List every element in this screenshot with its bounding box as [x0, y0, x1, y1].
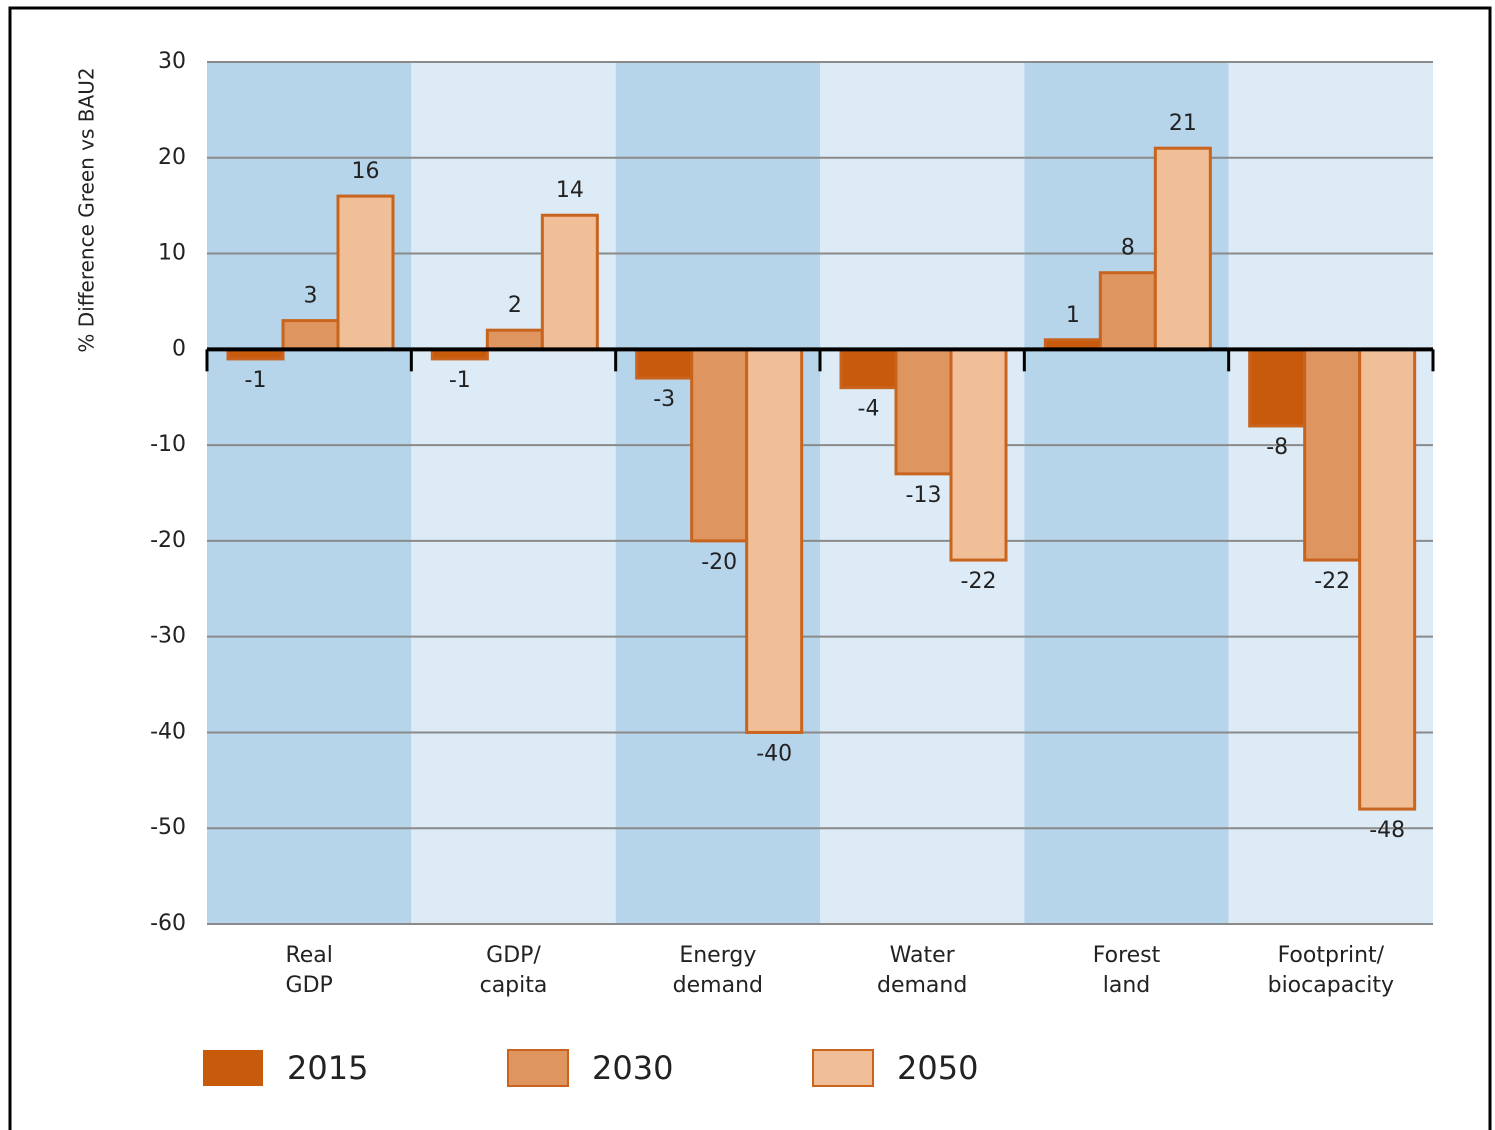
- value-label: -13: [906, 483, 942, 508]
- value-label: 1: [1066, 303, 1080, 328]
- x-tick-label: Footprint/: [1278, 943, 1385, 968]
- bar: [690, 347, 749, 543]
- frame: [8, 6, 1492, 1130]
- y-tick-label: -20: [150, 528, 186, 553]
- y-tick-label: -40: [150, 719, 186, 744]
- value-label: 2: [508, 293, 522, 318]
- bar: [949, 347, 1008, 562]
- bar: [1248, 347, 1307, 428]
- x-tick-label: land: [1103, 973, 1151, 998]
- y-tick-label: 20: [158, 145, 186, 170]
- bar: [485, 328, 544, 351]
- x-tick-label: demand: [877, 973, 967, 998]
- legend-label: 2015: [287, 1049, 368, 1087]
- value-label: 16: [352, 159, 380, 184]
- value-label: 21: [1169, 111, 1197, 136]
- value-label: -8: [1266, 435, 1288, 460]
- x-tick-label: Forest: [1093, 943, 1161, 968]
- legend-label: 2050: [897, 1049, 978, 1087]
- y-tick-label: -10: [150, 432, 186, 457]
- legend-label: 2030: [592, 1049, 673, 1087]
- legend-swatch: [812, 1049, 874, 1087]
- x-tick-label: Water: [890, 943, 956, 968]
- value-label: -40: [756, 741, 792, 766]
- bar: [1153, 146, 1212, 351]
- bar: [540, 213, 599, 351]
- y-tick-label: -60: [150, 911, 186, 936]
- x-tick-label: biocapacity: [1268, 973, 1394, 998]
- legend-swatch: [507, 1049, 569, 1087]
- value-label: -22: [1314, 569, 1350, 594]
- x-tick-label: demand: [673, 973, 763, 998]
- bar: [281, 319, 340, 351]
- value-label: 3: [304, 284, 318, 309]
- x-tick-label: GDP: [286, 973, 333, 998]
- value-label: -1: [245, 368, 267, 393]
- value-label: -4: [858, 397, 880, 422]
- y-tick-label: 10: [158, 241, 186, 266]
- bar: [894, 347, 953, 476]
- y-tick-label: -30: [150, 624, 186, 649]
- value-label: -48: [1369, 818, 1405, 843]
- bar: [1358, 347, 1417, 811]
- bar: [1303, 347, 1362, 562]
- y-tick-label: 30: [158, 49, 186, 74]
- value-label: -3: [653, 387, 675, 412]
- value-label: -1: [449, 368, 471, 393]
- value-label: -22: [961, 569, 997, 594]
- bar: [336, 194, 395, 351]
- legend-swatch: [203, 1050, 263, 1086]
- bar: [839, 347, 898, 390]
- y-tick-label: -50: [150, 815, 186, 840]
- x-tick-label: GDP/: [486, 943, 541, 968]
- y-axis-label: % Difference Green vs BAU2: [75, 67, 99, 352]
- y-tick-label: 0: [172, 336, 186, 361]
- x-tick-label: Real: [285, 943, 332, 968]
- x-tick-label: Energy: [679, 943, 756, 968]
- bar: [745, 347, 804, 734]
- panel: [411, 62, 616, 924]
- value-label: 14: [556, 178, 584, 203]
- bar: [635, 347, 694, 380]
- bar: [1098, 271, 1157, 351]
- value-label: -20: [701, 550, 737, 575]
- panel: [207, 62, 412, 924]
- value-label: 8: [1121, 236, 1135, 261]
- x-tick-label: capita: [480, 973, 548, 998]
